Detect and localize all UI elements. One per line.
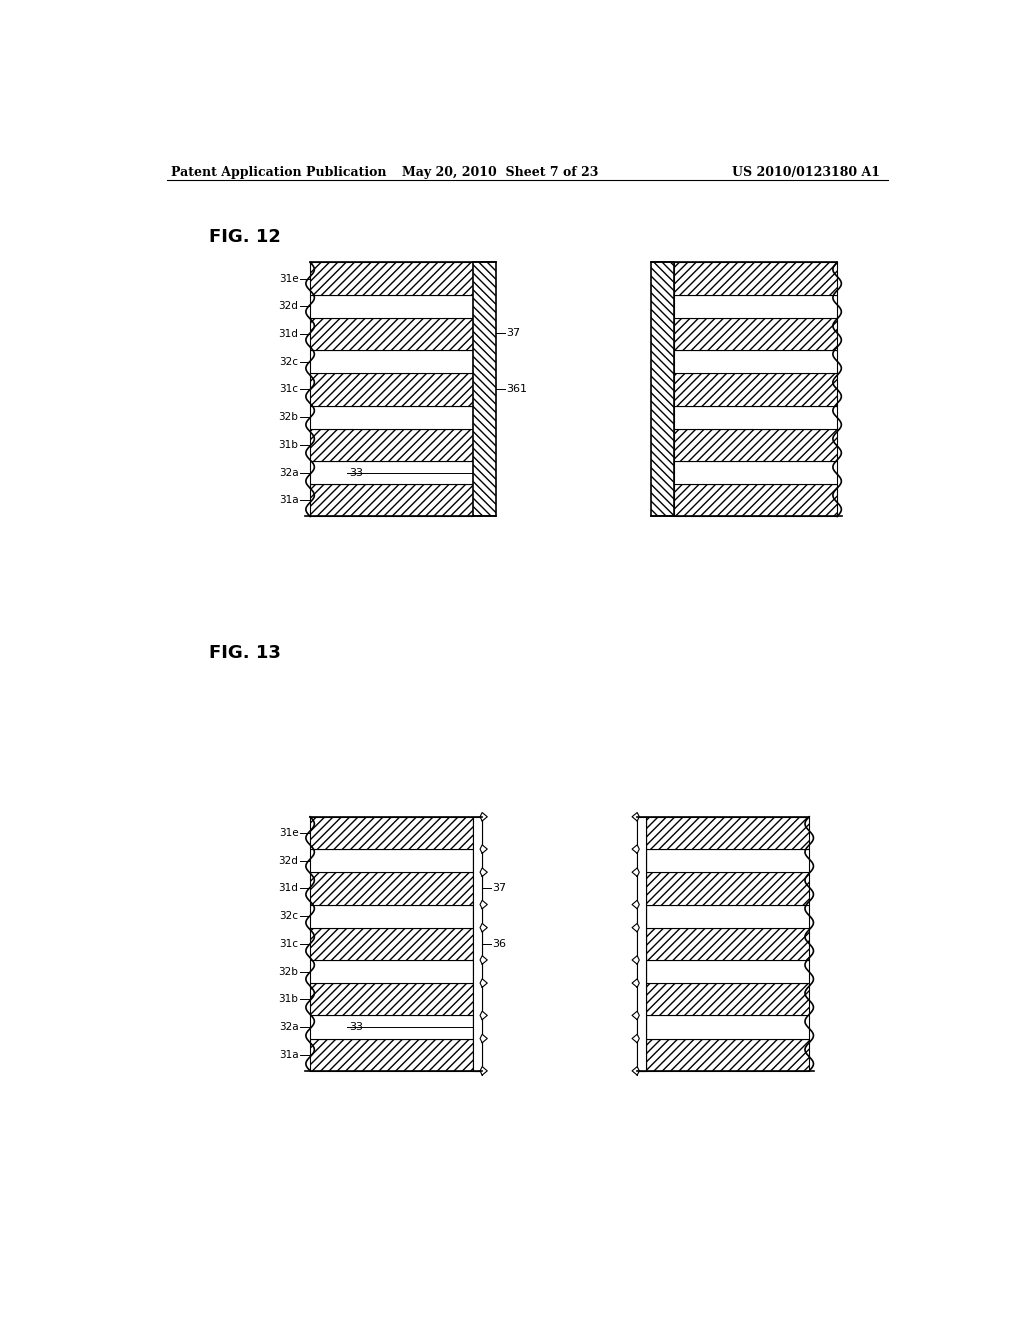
- Text: 32d: 32d: [279, 301, 299, 312]
- Polygon shape: [632, 845, 639, 853]
- Text: 32b: 32b: [279, 966, 299, 977]
- Bar: [310, 263, 473, 294]
- Text: 32c: 32c: [280, 356, 299, 367]
- Bar: [675, 429, 838, 461]
- Bar: [310, 484, 473, 516]
- Bar: [473, 817, 482, 1071]
- Bar: [310, 1039, 473, 1071]
- Bar: [310, 350, 473, 374]
- Polygon shape: [480, 845, 487, 853]
- Bar: [310, 318, 473, 350]
- Text: 32a: 32a: [279, 1022, 299, 1032]
- Bar: [637, 817, 646, 1071]
- Text: 31b: 31b: [279, 440, 299, 450]
- Text: May 20, 2010  Sheet 7 of 23: May 20, 2010 Sheet 7 of 23: [401, 166, 598, 180]
- Text: 32a: 32a: [279, 467, 299, 478]
- Bar: [310, 294, 473, 318]
- Bar: [310, 374, 473, 405]
- Polygon shape: [632, 979, 639, 987]
- Bar: [646, 1039, 809, 1071]
- Text: 31d: 31d: [279, 329, 299, 339]
- Polygon shape: [632, 924, 639, 932]
- Polygon shape: [480, 924, 487, 932]
- Polygon shape: [480, 900, 487, 908]
- Polygon shape: [480, 1011, 487, 1019]
- Text: US 2010/0123180 A1: US 2010/0123180 A1: [732, 166, 880, 180]
- Polygon shape: [632, 813, 639, 821]
- Polygon shape: [632, 1011, 639, 1019]
- Bar: [310, 429, 473, 461]
- Text: 32d: 32d: [279, 855, 299, 866]
- Bar: [310, 461, 473, 484]
- Text: 31e: 31e: [279, 273, 299, 284]
- Polygon shape: [480, 813, 487, 821]
- Text: 37: 37: [506, 329, 520, 338]
- Text: 36: 36: [493, 939, 506, 949]
- Text: 31a: 31a: [279, 495, 299, 506]
- Text: 32b: 32b: [279, 412, 299, 422]
- Polygon shape: [632, 900, 639, 908]
- Bar: [675, 318, 838, 350]
- Text: FIG. 13: FIG. 13: [209, 644, 282, 661]
- Bar: [646, 873, 809, 904]
- Bar: [310, 849, 473, 873]
- Bar: [310, 904, 473, 928]
- Text: 32c: 32c: [280, 911, 299, 921]
- Bar: [310, 928, 473, 960]
- Text: 31e: 31e: [279, 828, 299, 838]
- Polygon shape: [632, 869, 639, 876]
- Text: 31a: 31a: [279, 1049, 299, 1060]
- Bar: [651, 263, 675, 516]
- Bar: [675, 461, 838, 484]
- Polygon shape: [632, 956, 639, 964]
- Polygon shape: [632, 1067, 639, 1074]
- Bar: [646, 960, 809, 983]
- Bar: [310, 817, 473, 849]
- Bar: [310, 983, 473, 1015]
- Bar: [646, 983, 809, 1015]
- Bar: [473, 817, 482, 1071]
- Polygon shape: [480, 1035, 487, 1043]
- Bar: [675, 294, 838, 318]
- Text: 361: 361: [506, 384, 527, 395]
- Bar: [646, 1015, 809, 1039]
- Bar: [646, 904, 809, 928]
- Text: FIG. 12: FIG. 12: [209, 227, 282, 246]
- Bar: [310, 1015, 473, 1039]
- Polygon shape: [632, 1035, 639, 1043]
- Polygon shape: [480, 869, 487, 876]
- Text: 33: 33: [349, 467, 362, 478]
- Polygon shape: [480, 979, 487, 987]
- Polygon shape: [480, 1067, 487, 1074]
- Bar: [675, 484, 838, 516]
- Polygon shape: [480, 956, 487, 964]
- Text: 31b: 31b: [279, 994, 299, 1005]
- Text: 31c: 31c: [280, 939, 299, 949]
- Bar: [310, 873, 473, 904]
- Bar: [310, 960, 473, 983]
- Bar: [675, 374, 838, 405]
- Bar: [646, 849, 809, 873]
- Bar: [646, 928, 809, 960]
- Bar: [473, 263, 496, 516]
- Text: 31d: 31d: [279, 883, 299, 894]
- Bar: [646, 817, 809, 849]
- Text: Patent Application Publication: Patent Application Publication: [171, 166, 386, 180]
- Bar: [637, 817, 646, 1071]
- Bar: [310, 405, 473, 429]
- Bar: [675, 405, 838, 429]
- Text: 37: 37: [493, 883, 507, 892]
- Bar: [675, 350, 838, 374]
- Text: 33: 33: [349, 1022, 362, 1032]
- Bar: [675, 263, 838, 294]
- Text: 31c: 31c: [280, 384, 299, 395]
